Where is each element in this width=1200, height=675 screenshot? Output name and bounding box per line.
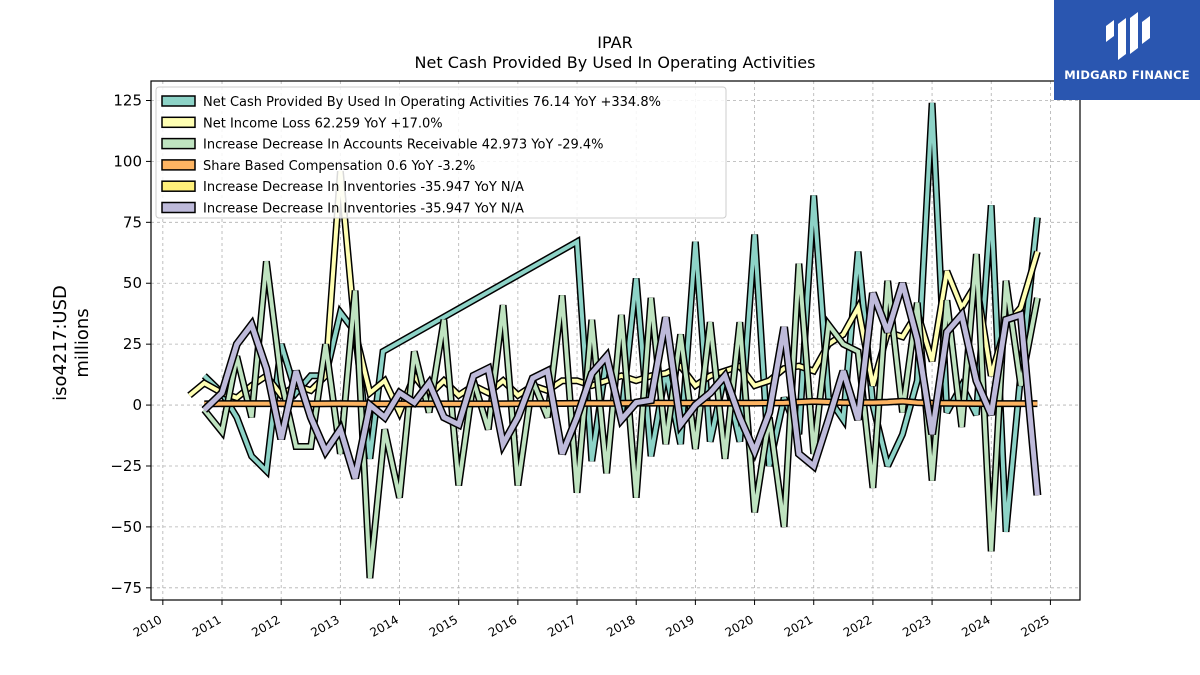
legend: Net Cash Provided By Used In Operating A… xyxy=(155,86,727,219)
series-6 xyxy=(201,282,1042,496)
brand-name: MIDGARD FINANCE xyxy=(1064,68,1190,82)
x-tick-label: 2017 xyxy=(545,612,578,639)
legend-entry: Share Based Compensation 0.6 YoY -3.2% xyxy=(203,159,475,174)
x-tick-label: 2025 xyxy=(1018,612,1051,639)
y-tick-label: 50 xyxy=(123,274,142,292)
y-tick-label: 0 xyxy=(132,396,142,414)
legend-entry: Increase Decrease In Inventories -35.947… xyxy=(203,180,524,195)
chart-title: IPAR xyxy=(597,33,632,52)
series-6-line xyxy=(202,282,1040,496)
y-tick-label: 100 xyxy=(113,152,142,170)
x-tick-label: 2023 xyxy=(900,612,933,639)
x-tick-label: 2020 xyxy=(723,612,756,639)
series-lines xyxy=(187,102,1042,579)
legend-swatch xyxy=(161,159,196,171)
series-3-line xyxy=(202,253,1040,579)
y-tick-label: 75 xyxy=(123,213,142,231)
x-tick-label: 2022 xyxy=(841,612,874,639)
legend-swatch xyxy=(161,95,196,107)
legend-box xyxy=(155,86,727,219)
x-tick-label: 2016 xyxy=(486,612,519,639)
legend-entry: Net Cash Provided By Used In Operating A… xyxy=(203,95,661,110)
x-tick-label: 2018 xyxy=(604,612,637,639)
x-tick-label: 2024 xyxy=(959,612,992,639)
legend-entry: Net Income Loss 62.259 YoY +17.0% xyxy=(203,116,443,131)
chart-subtitle: Net Cash Provided By Used In Operating A… xyxy=(415,53,816,72)
x-tick-label: 2012 xyxy=(249,612,282,639)
legend-entry: Increase Decrease In Inventories -35.947… xyxy=(203,202,524,217)
y-axis-label-line2: millions xyxy=(72,308,93,377)
legend-swatch xyxy=(161,116,196,129)
series-1-line xyxy=(202,102,1040,532)
brand-logo-icon xyxy=(1106,12,1150,60)
y-tick-label: −75 xyxy=(110,579,142,597)
legend-swatch xyxy=(161,137,196,150)
x-tick-label: 2015 xyxy=(427,612,460,639)
x-tick-label: 2011 xyxy=(190,612,223,639)
series-3 xyxy=(201,253,1041,579)
legend-swatch xyxy=(161,180,196,192)
x-tick-label: 2021 xyxy=(782,612,815,639)
plot-frame xyxy=(150,80,1081,601)
x-tick-label: 2014 xyxy=(368,612,401,639)
series-1 xyxy=(201,102,1041,533)
y-tick-label: 125 xyxy=(113,91,142,109)
legend-swatch xyxy=(161,201,196,214)
x-tick-label: 2013 xyxy=(308,612,341,639)
y-tick-label: −50 xyxy=(110,518,142,536)
y-axis-label-line1: iso4217:USD xyxy=(50,285,71,401)
legend-entry: Increase Decrease In Accounts Receivable… xyxy=(203,138,604,153)
x-tick-label: 2010 xyxy=(131,612,164,639)
y-axis-label: iso4217:USD millions xyxy=(50,285,93,401)
y-tick-label: 25 xyxy=(123,335,142,353)
brand-logo: MIDGARD FINANCE xyxy=(1054,0,1200,100)
y-tick-label: −25 xyxy=(110,457,142,475)
x-tick-label: 2019 xyxy=(663,612,696,639)
